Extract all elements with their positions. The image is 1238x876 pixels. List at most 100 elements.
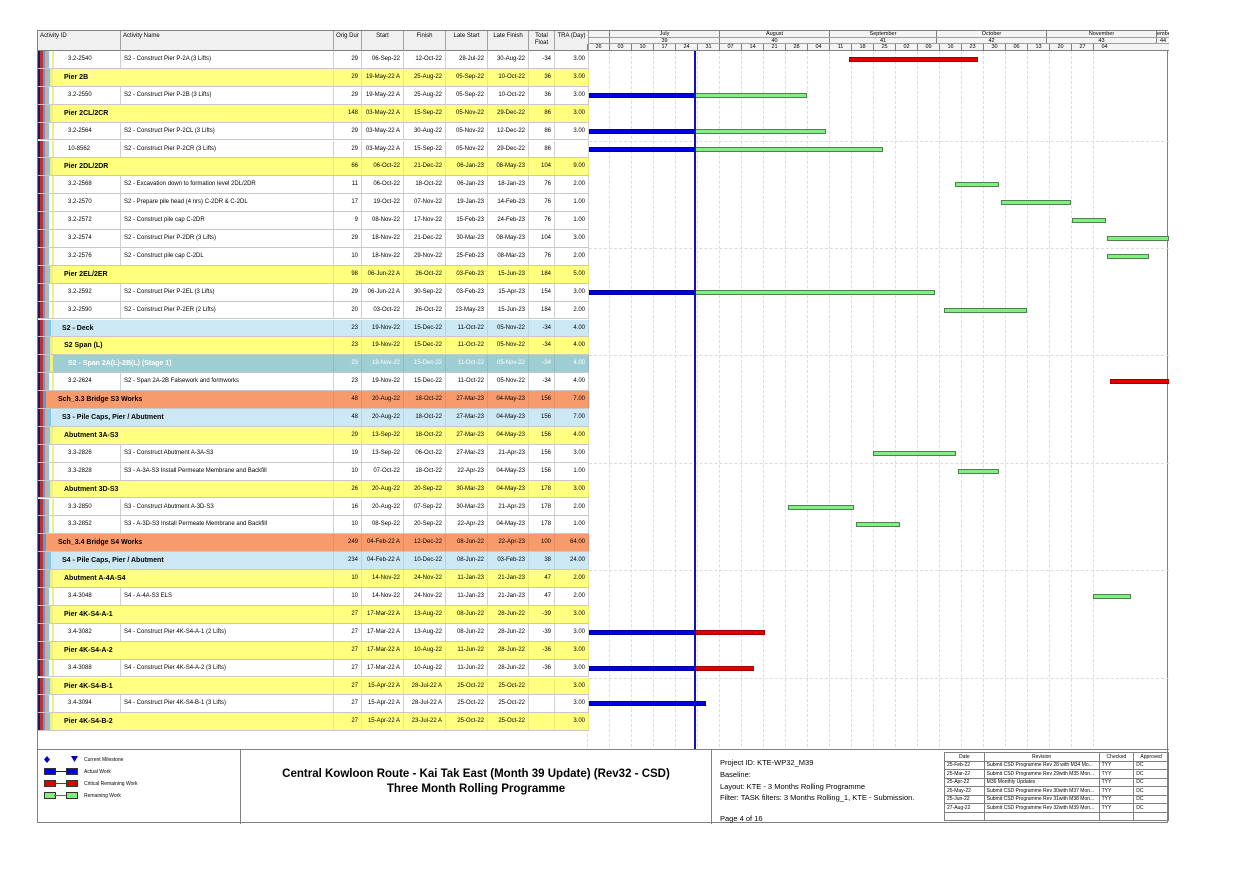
remaining-work-bar[interactable] (958, 468, 999, 474)
wbs-name-cell[interactable]: Abutment A-4A-S4 (64, 570, 334, 587)
activity-row[interactable]: 3.4-3094 S4 - Construct Pier 4K-S4-B-1 (3… (38, 695, 1169, 714)
activity-row[interactable]: 3.2-2590 S2 - Construct Pier P-2ER (2 Lif… (38, 301, 1169, 320)
actual-work-bar[interactable] (589, 128, 694, 134)
wbs-name-cell[interactable]: Pier 4K-S4-B-1 (64, 677, 334, 695)
wbs-group-row[interactable]: Abutment 3A-S3 29 13-Sep-22 18-Oct-22 27-Mar… (38, 426, 1169, 445)
activity-id-cell[interactable]: 3.4-3088 (54, 659, 121, 677)
actual-work-bar[interactable] (589, 289, 694, 295)
wbs-group-row[interactable]: Abutment A-4A-S4 10 14-Nov-22 24-Nov-22 11-J… (38, 570, 1169, 588)
critical-remaining-bar[interactable] (1110, 379, 1169, 385)
remaining-work-bar[interactable] (695, 128, 826, 134)
wbs-name-cell[interactable]: S2 Span (L) (64, 337, 334, 355)
wbs-group-row[interactable]: Pier 2B 29 19-May-22 A 25-Aug-22 05-Sep-22 10… (38, 68, 1169, 87)
activity-name-cell[interactable]: S4 - Construct Pier 4K-S4-A-1 (2 Lifts) (121, 623, 334, 641)
activity-id-cell[interactable]: 3.2-2590 (54, 301, 121, 319)
remaining-work-bar[interactable] (1107, 253, 1149, 259)
activity-name-cell[interactable]: S4 - A-4A-S3 ELS (121, 588, 334, 605)
wbs-name-cell[interactable]: Pier 4K-S4-A-1 (64, 605, 334, 623)
activity-id-cell[interactable]: 10-8562 (54, 140, 121, 158)
activity-name-cell[interactable]: S2 - Construct Pier P-2A (3 Lifts) (121, 51, 334, 68)
remaining-work-bar[interactable] (788, 504, 854, 510)
activity-row[interactable]: 3.3-2852 S3 - A-3D-S3 Install Permeate Me… (38, 516, 1169, 535)
wbs-group-row[interactable]: Pier 2EL/2ER 98 06-Jun-22 A 26-Oct-22 03-Feb… (38, 265, 1169, 284)
wbs-group-row[interactable]: S2 Span (L) 23 19-Nov-22 15-Dec-22 11-Oct-22… (38, 337, 1169, 356)
wbs-group-row[interactable]: Pier 4K-S4-B-2 27 15-Apr-22 A 23-Jul-22 A 25… (38, 713, 1169, 732)
wbs-group-row[interactable]: Pier 2CL/2CR 148 03-May-22 A 15-Sep-22 05-No… (38, 104, 1169, 123)
activity-row[interactable]: 3.2-2540 S2 - Construct Pier P-2A (3 Lift… (38, 51, 1169, 69)
activity-row[interactable]: 3.2-2572 S2 - Construct pile cap C-2DR 9 08… (38, 212, 1169, 230)
actual-work-bar[interactable] (589, 665, 694, 671)
wbs-name-cell[interactable]: Pier 2B (64, 68, 334, 86)
activity-name-cell[interactable]: S2 - Construct Pier P-2B (3 Lifts) (121, 86, 334, 104)
wbs-name-cell[interactable]: S4 - Pile Caps, Pier / Abutment (62, 552, 334, 570)
activity-name-cell[interactable]: S2 - Construct pile cap C-2DL (121, 247, 334, 265)
wbs-name-cell[interactable]: S2 - Deck (62, 319, 334, 337)
wbs-name-cell[interactable]: Abutment 3D-S3 (64, 480, 334, 498)
wbs-group-row[interactable]: Sch_3.3 Bridge S3 Works 48 20-Aug-22 18-Oct… (38, 391, 1169, 409)
activity-name-cell[interactable]: S2 - Construct Pier P-2DR (3 Lifts) (121, 230, 334, 247)
wbs-name-cell[interactable]: Pier 2CL/2CR (64, 104, 334, 122)
activity-id-cell[interactable]: 3.2-2568 (54, 176, 121, 194)
activity-name-cell[interactable]: S4 - Construct Pier 4K-S4-A-2 (3 Lifts) (121, 659, 334, 677)
activity-id-cell[interactable]: 3.2-2550 (54, 86, 121, 104)
activity-name-cell[interactable]: S2 - Excavation down to formation level … (121, 176, 334, 194)
col-header-total-float[interactable]: Total Float (529, 31, 555, 51)
col-header-late-start[interactable]: Late Start (446, 31, 488, 51)
wbs-name-cell[interactable]: Pier 2DL/2DR (64, 158, 334, 176)
activity-id-cell[interactable]: 3.2-2574 (54, 230, 121, 247)
wbs-group-row[interactable]: Abutment 3D-S3 26 20-Aug-22 20-Sep-22 30-Mar… (38, 480, 1169, 499)
actual-work-bar[interactable] (589, 92, 694, 98)
activity-id-cell[interactable]: 3.3-2850 (54, 498, 121, 516)
wbs-group-row[interactable]: S2 - Deck 23 19-Nov-22 15-Dec-22 11-Oct-22 05… (38, 319, 1169, 338)
actual-work-bar[interactable] (589, 629, 694, 635)
col-header-tra[interactable]: TRA (Day) (555, 31, 589, 51)
activity-name-cell[interactable]: S2 - Construct Pier P-2CL (3 Lifts) (121, 122, 334, 140)
activity-id-cell[interactable]: 3.2-2540 (54, 51, 121, 68)
remaining-work-bar[interactable] (1072, 218, 1106, 224)
activity-id-cell[interactable]: 3.4-3094 (54, 695, 121, 713)
wbs-group-row[interactable]: S2 - Span 2A(L)-2B(L) (Stage 1) 23 19-Nov-… (38, 355, 1169, 374)
activity-row[interactable]: 3.2-2576 S2 - Construct pile cap C-2DL 10 1… (38, 247, 1169, 266)
activity-row[interactable]: 3.3-2850 S3 - Construct Abutment A-3D-S3 1… (38, 498, 1169, 517)
remaining-work-bar[interactable] (944, 307, 1027, 313)
activity-id-cell[interactable]: 3.2-2572 (54, 212, 121, 229)
remaining-work-bar[interactable] (695, 92, 807, 98)
remaining-work-bar[interactable] (695, 146, 883, 152)
activity-name-cell[interactable]: S3 - A-3A-S3 Install Permeate Membrane a… (121, 462, 334, 480)
activity-row[interactable]: 3.2-2592 S2 - Construct Pier P-2EL (3 Lif… (38, 283, 1169, 302)
activity-row[interactable]: 3.2-2564 S2 - Construct Pier P-2CL (3 Lif… (38, 122, 1169, 141)
activity-id-cell[interactable]: 3.3-2828 (54, 462, 121, 480)
activity-id-cell[interactable]: 3.2-2564 (54, 122, 121, 140)
col-header-late-finish[interactable]: Late Finish (488, 31, 529, 51)
activity-name-cell[interactable]: S2 - Construct pile cap C-2DR (121, 212, 334, 229)
wbs-name-cell[interactable]: Pier 4K-S4-B-2 (64, 713, 334, 731)
remaining-work-bar[interactable] (695, 289, 935, 295)
actual-work-bar[interactable] (589, 701, 706, 707)
wbs-name-cell[interactable]: S2 - Span 2A(L)-2B(L) (Stage 1) (68, 355, 334, 373)
wbs-name-cell[interactable]: S3 - Pile Caps, Pier / Abutment (62, 409, 334, 426)
activity-name-cell[interactable]: S4 - Construct Pier 4K-S4-B-1 (3 Lifts) (121, 695, 334, 713)
col-header-activity-name[interactable]: Activity Name (121, 31, 334, 51)
wbs-group-row[interactable]: Pier 4K-S4-A-2 27 17-Mar-22 A 10-Aug-22 11-J… (38, 641, 1169, 660)
col-header-start[interactable]: Start (362, 31, 404, 51)
activity-id-cell[interactable]: 3.3-2852 (54, 516, 121, 534)
activity-row[interactable]: 3.4-3088 S4 - Construct Pier 4K-S4-A-2 (3… (38, 659, 1169, 678)
remaining-work-bar[interactable] (856, 522, 900, 528)
activity-row[interactable]: 3.2-2570 S2 - Prepare pile head (4 nrs) C… (38, 194, 1169, 213)
wbs-group-row[interactable]: S4 - Pile Caps, Pier / Abutment 234 04-Feb… (38, 552, 1169, 571)
activity-name-cell[interactable]: S2 - Construct Pier P-2ER (2 Lifts) (121, 301, 334, 319)
activity-name-cell[interactable]: S3 - A-3D-S3 Install Permeate Membrane a… (121, 516, 334, 534)
wbs-name-cell[interactable]: Abutment 3A-S3 (64, 426, 334, 444)
activity-id-cell[interactable]: 3.4-3082 (54, 623, 121, 641)
activity-row[interactable]: 3.2-2550 S2 - Construct Pier P-2B (3 Lift… (38, 86, 1169, 105)
activity-name-cell[interactable]: S2 - Construct Pier P-2CR (3 Lifts) (121, 140, 334, 158)
wbs-group-row[interactable]: Pier 4K-S4-B-1 27 15-Apr-22 A 28-Jul-22 A 25… (38, 677, 1169, 696)
activity-name-cell[interactable]: S3 - Construct Abutment A-3D-S3 (121, 498, 334, 516)
remaining-work-bar[interactable] (1093, 594, 1131, 599)
col-header-finish[interactable]: Finish (404, 31, 446, 51)
activity-row[interactable]: 3.2-2568 S2 - Excavation down to formatio… (38, 176, 1169, 195)
activity-row[interactable]: 3.3-2826 S3 - Construct Abutment A-3A-S3 1… (38, 444, 1169, 463)
wbs-group-row[interactable]: Sch_3.4 Bridge S4 Works 249 04-Feb-22 A 12-… (38, 534, 1169, 553)
wbs-group-row[interactable]: Pier 4K-S4-A-1 27 17-Mar-22 A 13-Aug-22 08-J… (38, 605, 1169, 624)
remaining-work-bar[interactable] (873, 450, 956, 456)
